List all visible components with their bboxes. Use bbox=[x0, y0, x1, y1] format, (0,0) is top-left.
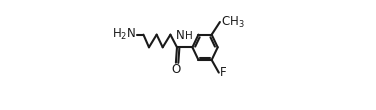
Text: H: H bbox=[185, 31, 193, 41]
Text: F: F bbox=[220, 66, 226, 79]
Text: H$_2$N: H$_2$N bbox=[112, 27, 136, 42]
Text: N: N bbox=[176, 29, 185, 42]
Text: O: O bbox=[171, 63, 180, 76]
Text: CH$_3$: CH$_3$ bbox=[221, 14, 245, 30]
